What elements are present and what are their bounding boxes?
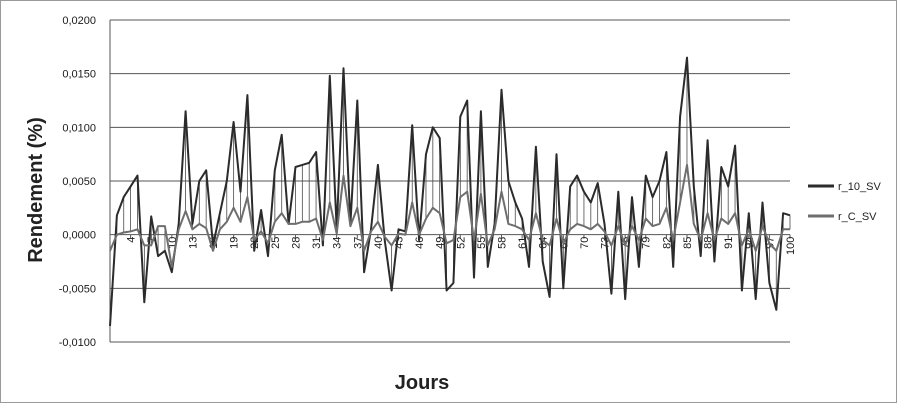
x-tick-label: 58 xyxy=(497,237,509,249)
x-tick-label: 25 xyxy=(270,237,282,249)
x-tick-label: 82 xyxy=(661,237,673,249)
y-axis-title: Rendement (%) xyxy=(25,117,47,263)
x-tick-label: 13 xyxy=(187,237,199,249)
x-tick-label: 100 xyxy=(785,237,797,255)
x-tick-label: 40 xyxy=(373,237,385,249)
series-line-r_10_SV xyxy=(109,56,791,326)
x-tick-label: 4 xyxy=(126,237,138,243)
y-tick-labels: 0,0200 0,0150 0,0100 0,0050 0,0000 -0,0050 -0,… xyxy=(59,15,96,349)
x-tick-label: 91 xyxy=(723,237,735,249)
x-tick-label: 31 xyxy=(311,237,323,249)
x-tick-label: 52 xyxy=(455,237,467,249)
y-tick-label: 0,0000 xyxy=(62,230,96,242)
x-axis-title: Jours xyxy=(395,372,449,394)
y-tick-label: -0,0100 xyxy=(59,337,96,349)
x-tick-label: 55 xyxy=(476,237,488,249)
y-tick-label: 0,0200 xyxy=(62,15,96,27)
y-tick-label: 0,0150 xyxy=(62,69,96,81)
y-tick-label: 0,0100 xyxy=(62,122,96,134)
legend: r_10_SV r_C_SV xyxy=(808,181,881,223)
y-tick-label: -0,0050 xyxy=(59,283,96,295)
gridlines xyxy=(109,19,790,343)
x-tick-label: 70 xyxy=(579,237,591,249)
x-tick-label: 34 xyxy=(332,237,344,249)
x-tick-label: 64 xyxy=(538,237,550,249)
x-tick-label: 46 xyxy=(414,237,426,249)
x-tick-label: 79 xyxy=(641,237,653,249)
x-tick-label: 85 xyxy=(682,237,694,249)
x-tick-label: 37 xyxy=(352,237,364,249)
x-tick-label: 28 xyxy=(290,237,302,249)
series-lines xyxy=(109,56,791,326)
x-tick-label: 88 xyxy=(703,237,715,249)
series-line-r_C_SV xyxy=(109,163,790,268)
legend-label: r_C_SV xyxy=(838,211,877,223)
y-tick-label: 0,0050 xyxy=(62,176,96,188)
x-tick-labels: 4 7 10 13 16 19 22 25 28 31 34 37 40 43 46 49 52 55 58 61 64… xyxy=(126,234,797,255)
legend-label: r_10_SV xyxy=(838,181,881,193)
x-tick-label: 19 xyxy=(229,237,241,249)
